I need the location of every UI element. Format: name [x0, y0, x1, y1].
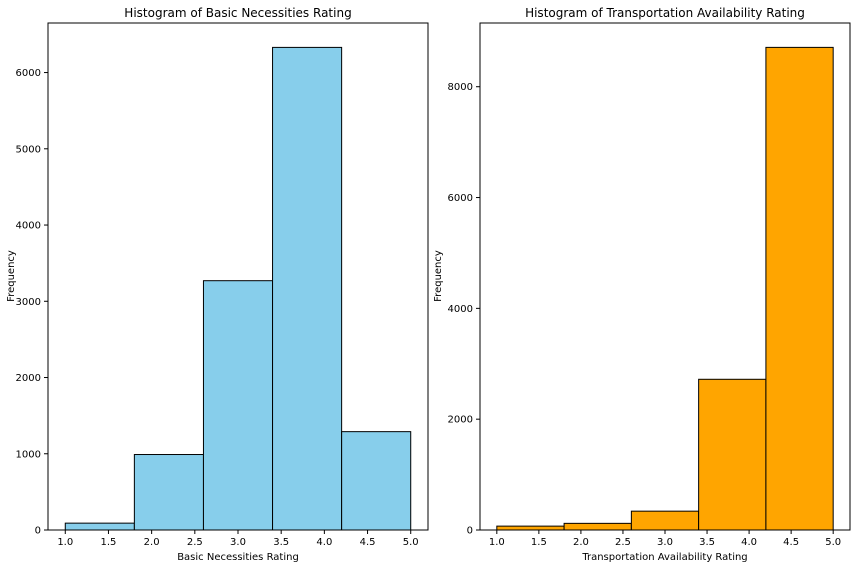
chart-title: Histogram of Transportation Availability… [525, 6, 805, 20]
x-tick-label: 4.5 [360, 537, 376, 548]
histogram-bar [630, 510, 700, 531]
x-tick-label: 1.5 [531, 537, 547, 548]
histogram-bar [64, 522, 135, 531]
histogram-bar [563, 522, 632, 531]
y-tick-label: 4000 [448, 304, 473, 315]
x-tick-label: 4.0 [741, 537, 757, 548]
x-tick-label: 3.5 [273, 537, 289, 548]
x-tick-label: 4.5 [783, 537, 799, 548]
y-tick-label: 8000 [448, 82, 473, 93]
y-tick-label: 3000 [16, 297, 41, 308]
y-tick-label: 0 [467, 526, 473, 537]
x-tick-label: 3.0 [230, 537, 246, 548]
axes-frame [479, 22, 851, 531]
x-tick-label: 2.0 [573, 537, 589, 548]
x-tick-label: 1.0 [489, 537, 505, 548]
x-tick-label: 4.0 [316, 537, 332, 548]
histogram-bar [202, 280, 274, 531]
x-tick-label: 1.5 [101, 537, 117, 548]
x-tick-label: 5.0 [825, 537, 841, 548]
plot-area: 1.0 1.5 2.0 2.5 3.0 3.5 4.0 4.5 5.0 0 1000 2000 3000… [16, 46, 419, 548]
histogram-bar [496, 525, 565, 531]
x-tick-label: 2.5 [187, 537, 203, 548]
histogram-bar [698, 378, 767, 531]
y-tick-label: 2000 [16, 373, 41, 384]
y-tick-label: 2000 [448, 415, 473, 426]
x-axis-label: Basic Necessities Rating [177, 552, 299, 563]
x-tick-label: 1.0 [57, 537, 73, 548]
y-tick-label: 6000 [448, 193, 473, 204]
x-tick-label: 3.5 [699, 537, 715, 548]
y-axis-label: Frequency [6, 250, 17, 302]
x-axis-label: Transportation Availability Rating [581, 552, 747, 563]
histogram-bar [765, 46, 834, 531]
y-axis-label: Frequency [433, 250, 444, 302]
x-tick-label: 2.0 [144, 537, 160, 548]
y-tick-label: 5000 [16, 144, 41, 155]
chart-transportation-availability: Histogram of Transportation Availability… [433, 6, 851, 563]
y-tick-label: 0 [35, 526, 41, 537]
y-tick-label: 4000 [16, 221, 41, 232]
histogram-bar [272, 46, 343, 531]
y-tick-label: 1000 [16, 449, 41, 460]
histogram-bar [341, 431, 412, 531]
chart-title: Histogram of Basic Necessities Rating [124, 6, 351, 20]
histogram-bar [133, 454, 204, 531]
x-tick-label: 2.5 [615, 537, 631, 548]
plot-area: 1.0 1.5 2.0 2.5 3.0 3.5 4.0 4.5 5.0 0 2000 4000 6000… [448, 46, 841, 548]
x-tick-label: 5.0 [403, 537, 419, 548]
axes-frame [47, 22, 429, 531]
x-tick-label: 3.0 [657, 537, 673, 548]
y-tick-label: 6000 [16, 68, 41, 79]
chart-basic-necessities: Histogram of Basic Necessities Rating 1.… [6, 6, 429, 563]
